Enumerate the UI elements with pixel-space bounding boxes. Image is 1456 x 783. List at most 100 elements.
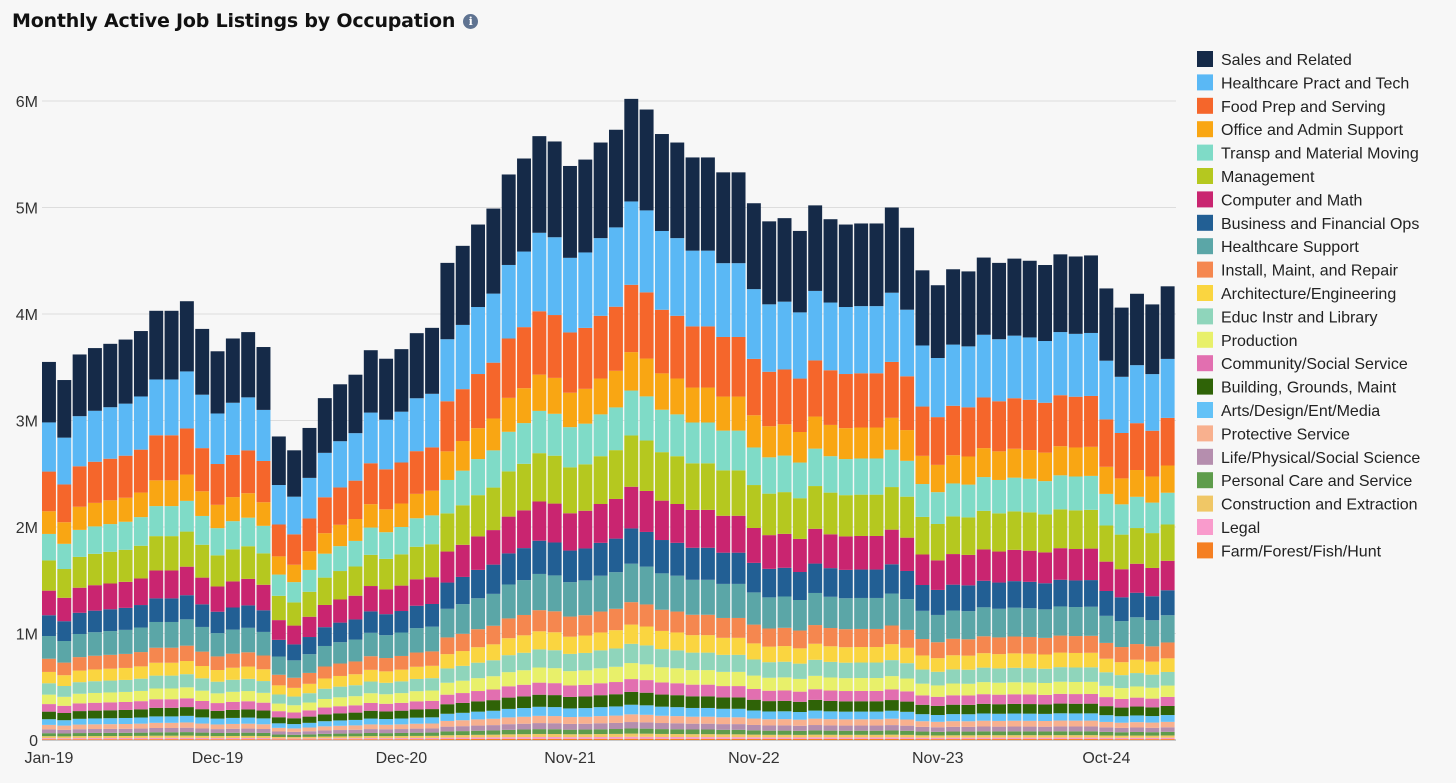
bar-segment — [256, 553, 271, 585]
bar-segment — [654, 500, 669, 541]
bar-segment — [1114, 504, 1129, 535]
bar-segment — [731, 717, 746, 725]
bar-segment — [838, 647, 853, 663]
bar-segment — [486, 738, 501, 740]
bar-stack — [609, 129, 623, 740]
bar-segment — [746, 447, 761, 486]
bar-segment — [1007, 477, 1022, 512]
bar-segment — [823, 719, 838, 726]
bar-segment — [379, 532, 394, 559]
bar-segment — [1007, 682, 1022, 695]
bar-segment — [271, 639, 286, 657]
info-icon[interactable]: i — [463, 13, 479, 29]
bar-segment — [57, 543, 72, 570]
bar-segment — [716, 717, 731, 725]
bar-segment — [654, 729, 669, 734]
bar-segment — [1022, 478, 1037, 513]
bar-segment — [654, 736, 669, 739]
bar-segment — [394, 681, 409, 694]
bar-segment — [685, 723, 700, 730]
bar-segment — [563, 550, 577, 583]
bar-segment — [440, 720, 455, 727]
bar-segment — [1007, 731, 1022, 736]
bar-segment — [685, 387, 700, 423]
bar-segment — [256, 710, 271, 719]
bar-segment — [731, 734, 746, 738]
bar-segment — [777, 424, 792, 456]
bar-segment — [195, 728, 210, 733]
bar-segment — [915, 731, 930, 736]
bar-segment — [992, 582, 1007, 609]
bar-segment — [578, 696, 593, 709]
bar-segment — [1084, 739, 1098, 740]
bar-segment — [517, 548, 531, 581]
bar-segment — [501, 584, 516, 619]
bar-segment — [900, 227, 915, 310]
bar-segment — [593, 504, 608, 543]
bar-segment — [792, 648, 807, 664]
bar-segment — [654, 134, 669, 231]
bar-segment — [992, 451, 1007, 480]
bar-segment — [930, 735, 945, 738]
bar-segment — [287, 687, 302, 697]
bar-stack — [256, 347, 271, 740]
chart-title: Monthly Active Job Listings by Occupatio… — [12, 10, 456, 32]
bar-segment — [118, 728, 133, 733]
bar-segment — [547, 455, 562, 504]
bar-segment — [425, 544, 440, 578]
bar-segment — [210, 693, 225, 704]
bar-segment — [501, 717, 516, 725]
bar-segment — [1068, 735, 1083, 738]
bar-segment — [992, 731, 1007, 736]
bar-segment — [379, 614, 394, 636]
bar-segment — [900, 678, 915, 692]
bar-stack — [241, 332, 256, 740]
bar-segment — [532, 573, 547, 611]
legend-swatch — [1197, 214, 1213, 231]
bar-segment — [609, 129, 623, 228]
bar-segment — [976, 720, 991, 727]
bar-segment — [1007, 703, 1022, 714]
bar-segment — [854, 427, 869, 459]
bar-segment — [302, 637, 317, 655]
bar-segment — [103, 738, 118, 740]
bar-segment — [517, 729, 531, 735]
bar-segment — [930, 671, 945, 686]
bar-segment — [1160, 727, 1175, 732]
bar-segment — [532, 723, 547, 730]
bar-segment — [976, 448, 991, 478]
bar-segment — [271, 524, 286, 557]
bar-segment — [440, 608, 455, 638]
bar-segment — [1022, 731, 1037, 736]
bar-segment — [149, 722, 164, 728]
legend-item: Food Prep and Serving — [1197, 97, 1386, 116]
bar-segment — [654, 609, 669, 631]
bar-segment — [179, 500, 194, 532]
bar-segment — [593, 632, 608, 651]
bar-segment — [287, 625, 302, 645]
bar-segment — [1114, 688, 1129, 699]
bar-segment — [946, 731, 961, 736]
bar-segment — [961, 517, 976, 555]
bar-segment — [1053, 579, 1068, 607]
bar-segment — [118, 701, 133, 710]
bar-segment — [394, 503, 409, 527]
bar-segment — [317, 733, 332, 737]
bar-segment — [1068, 731, 1083, 736]
bar-segment — [1145, 739, 1160, 740]
bar-segment — [532, 631, 547, 650]
bar-segment — [1145, 304, 1160, 375]
bar-segment — [1130, 706, 1144, 716]
bar-segment — [241, 397, 256, 451]
bar-segment — [455, 544, 470, 577]
bar-segment — [133, 735, 148, 738]
bar-segment — [639, 109, 654, 211]
bar-segment — [639, 736, 654, 739]
bar-segment — [409, 628, 424, 653]
bar-segment — [486, 725, 501, 731]
bar-segment — [210, 656, 225, 671]
bar-stack — [42, 361, 56, 740]
bar-stack — [195, 328, 210, 740]
bar-segment — [900, 309, 915, 377]
bar-segment — [72, 736, 87, 739]
